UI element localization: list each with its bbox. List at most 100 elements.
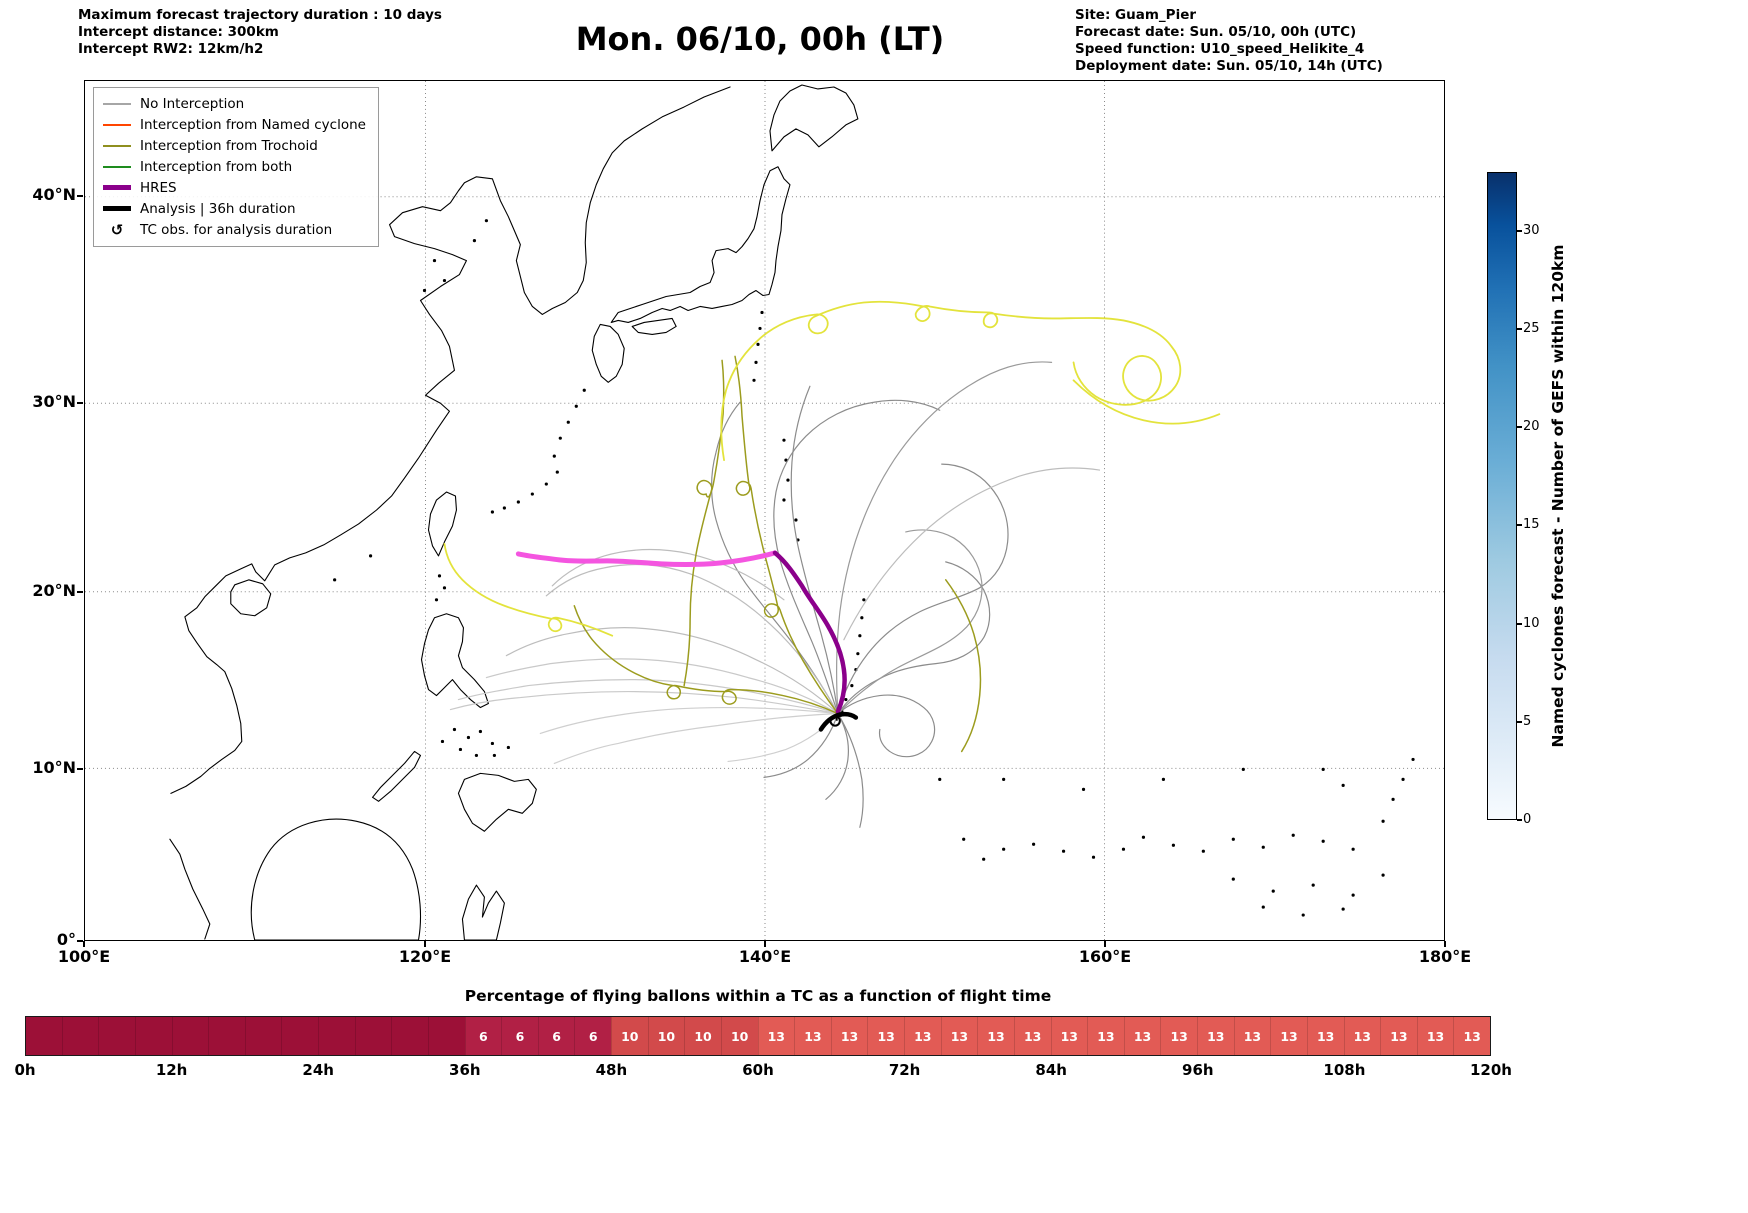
x-tick-label: 120°E xyxy=(398,947,452,966)
colorbar-tick-label: 25 xyxy=(1523,321,1540,336)
x-tick-mark xyxy=(424,941,426,947)
header-left-line: Maximum forecast trajectory duration : 1… xyxy=(78,7,442,23)
legend-item: Interception from Trochoid xyxy=(103,135,366,156)
flight-bar-cell: 10 xyxy=(647,1017,685,1055)
flight-bar-cell xyxy=(26,1017,62,1055)
flight-bar-title: Percentage of flying ballons within a TC… xyxy=(464,987,1052,1005)
flight-bar-cell-value: 13 xyxy=(1097,1028,1115,1044)
x-tick-label: 100°E xyxy=(57,947,111,966)
hres-purple xyxy=(772,550,847,714)
colorbar-tick-mark xyxy=(1517,819,1522,821)
header-right-line: Forecast date: Sun. 05/10, 00h (UTC) xyxy=(1075,24,1357,40)
flight-bar-cell: 10 xyxy=(720,1017,758,1055)
flight-bar-cell: 13 xyxy=(867,1017,904,1055)
flight-bar-cell-value: 13 xyxy=(1426,1028,1445,1044)
flight-bar-cell-value: 13 xyxy=(1060,1028,1079,1044)
flight-bar-cell: 13 xyxy=(977,1017,1014,1055)
flight-bar-tick-label: 36h xyxy=(449,1061,481,1079)
flight-bar-cell: 6 xyxy=(537,1017,575,1055)
colorbar-label-wrap: Named cyclones forecast - Number of GEFS… xyxy=(1536,172,1580,820)
flight-bar-cell: 6 xyxy=(574,1017,611,1055)
trochoid-olive xyxy=(944,579,982,753)
colorbar-tick-label: 5 xyxy=(1523,714,1532,729)
colorbar-tick-mark xyxy=(1517,623,1522,625)
flight-bar-cell-value: 13 xyxy=(1463,1028,1481,1044)
x-tick-mark xyxy=(83,941,85,947)
gefs-gray xyxy=(837,561,991,715)
flight-bar-tick-label: 0h xyxy=(14,1061,36,1079)
legend-label: Interception from both xyxy=(140,158,293,175)
flight-bar-tick-label: 60h xyxy=(742,1061,774,1079)
flight-bar-cell: 13 xyxy=(1380,1017,1417,1055)
flight-bar-cell: 6 xyxy=(464,1017,502,1055)
gefs-gray xyxy=(835,361,1053,715)
flight-bar-cell: 13 xyxy=(1416,1017,1454,1055)
flight-bar-cell: 13 xyxy=(1343,1017,1381,1055)
header-info-right: Site: Guam_Pier Forecast date: Sun. 05/10… xyxy=(1075,7,1383,75)
x-tick-label: 180°E xyxy=(1418,947,1472,966)
flight-bar-cell: 13 xyxy=(1197,1017,1234,1055)
legend-label: TC obs. for analysis duration xyxy=(140,221,333,238)
grid-lines xyxy=(85,81,1444,940)
flight-bar-cell xyxy=(134,1017,172,1055)
legend-line-icon xyxy=(103,102,131,105)
flight-bar-cell: 6 xyxy=(501,1017,538,1055)
gefs-lightgray xyxy=(457,679,839,715)
flight-bar-cell xyxy=(244,1017,282,1055)
flight-bar-cell: 13 xyxy=(1123,1017,1161,1055)
gefs-lightgray xyxy=(553,712,839,765)
colorbar-label: Named cyclones forecast - Number of GEFS… xyxy=(1549,244,1567,748)
flight-bar-cell-value: 13 xyxy=(1207,1028,1225,1044)
flight-bar-cell-value: 13 xyxy=(877,1028,895,1044)
legend-line-icon xyxy=(103,185,131,190)
flight-bar-cell-value: 13 xyxy=(1390,1028,1408,1044)
legend-item: ↺ TC obs. for analysis duration xyxy=(103,219,366,240)
flight-bar-cell-value: 10 xyxy=(621,1028,639,1044)
legend-label: HRES xyxy=(140,179,177,196)
figure-title: Mon. 06/10, 00h (LT) xyxy=(575,20,945,58)
flight-bar-cell xyxy=(171,1017,209,1055)
y-tick-mark xyxy=(77,591,83,593)
colorbar-tick-mark xyxy=(1517,328,1522,330)
y-tick-label: 10°N xyxy=(32,758,76,777)
y-tick-mark xyxy=(77,195,83,197)
colorbar-tick-label: 10 xyxy=(1523,616,1540,631)
flight-bar-cell-value: 13 xyxy=(1023,1028,1042,1044)
flight-bar-cell-value: 13 xyxy=(1316,1028,1335,1044)
gefs-lightgray xyxy=(485,658,839,715)
island-dots xyxy=(333,219,1415,917)
flight-bar-cell-value: 13 xyxy=(950,1028,969,1044)
trajectories xyxy=(443,300,1221,828)
header-right-line: Site: Guam_Pier xyxy=(1075,7,1197,23)
flight-bar-cell-value: 13 xyxy=(1243,1028,1262,1044)
trochoid-olive xyxy=(734,355,839,715)
gefs-gray xyxy=(837,463,1009,715)
map-canvas: ↺ xyxy=(85,81,1444,940)
tc-obs-marker-icon: ↺ xyxy=(828,712,843,733)
flight-bar-tick-label: 12h xyxy=(155,1061,188,1079)
legend-line-icon xyxy=(103,144,131,147)
gefs-gray xyxy=(790,385,839,715)
flight-bar-cell-value: 13 xyxy=(1280,1028,1298,1044)
y-tick-label: 20°N xyxy=(32,581,76,600)
gefs-lightgray xyxy=(449,690,839,715)
header-left-line: Intercept RW2: 12km/h2 xyxy=(78,41,264,57)
flight-bar-cell-value: 6 xyxy=(515,1028,525,1044)
flight-bar-cell: 13 xyxy=(1306,1017,1344,1055)
tc-obs-symbol-icon: ↺ xyxy=(110,220,124,239)
gefs-gray xyxy=(711,401,839,715)
flight-bar-cell: 13 xyxy=(794,1017,831,1055)
gefs-gray xyxy=(763,712,839,778)
flight-bar-cell: 13 xyxy=(1453,1017,1490,1055)
flight-bar-cell xyxy=(98,1017,135,1055)
flight-bar-tick-label: 108h xyxy=(1323,1061,1366,1079)
flight-bar-cell-value: 13 xyxy=(987,1028,1005,1044)
gefs-gray xyxy=(837,712,864,828)
gefs-gray xyxy=(837,694,936,758)
colorbar-tick-label: 15 xyxy=(1523,517,1540,532)
trochoid-yellow xyxy=(1072,379,1221,425)
legend-item: Analysis | 36h duration xyxy=(103,198,366,219)
flight-bar-cell-value: 6 xyxy=(478,1028,488,1044)
y-tick-label: 40°N xyxy=(32,185,76,204)
flight-bar-cell xyxy=(427,1017,465,1055)
